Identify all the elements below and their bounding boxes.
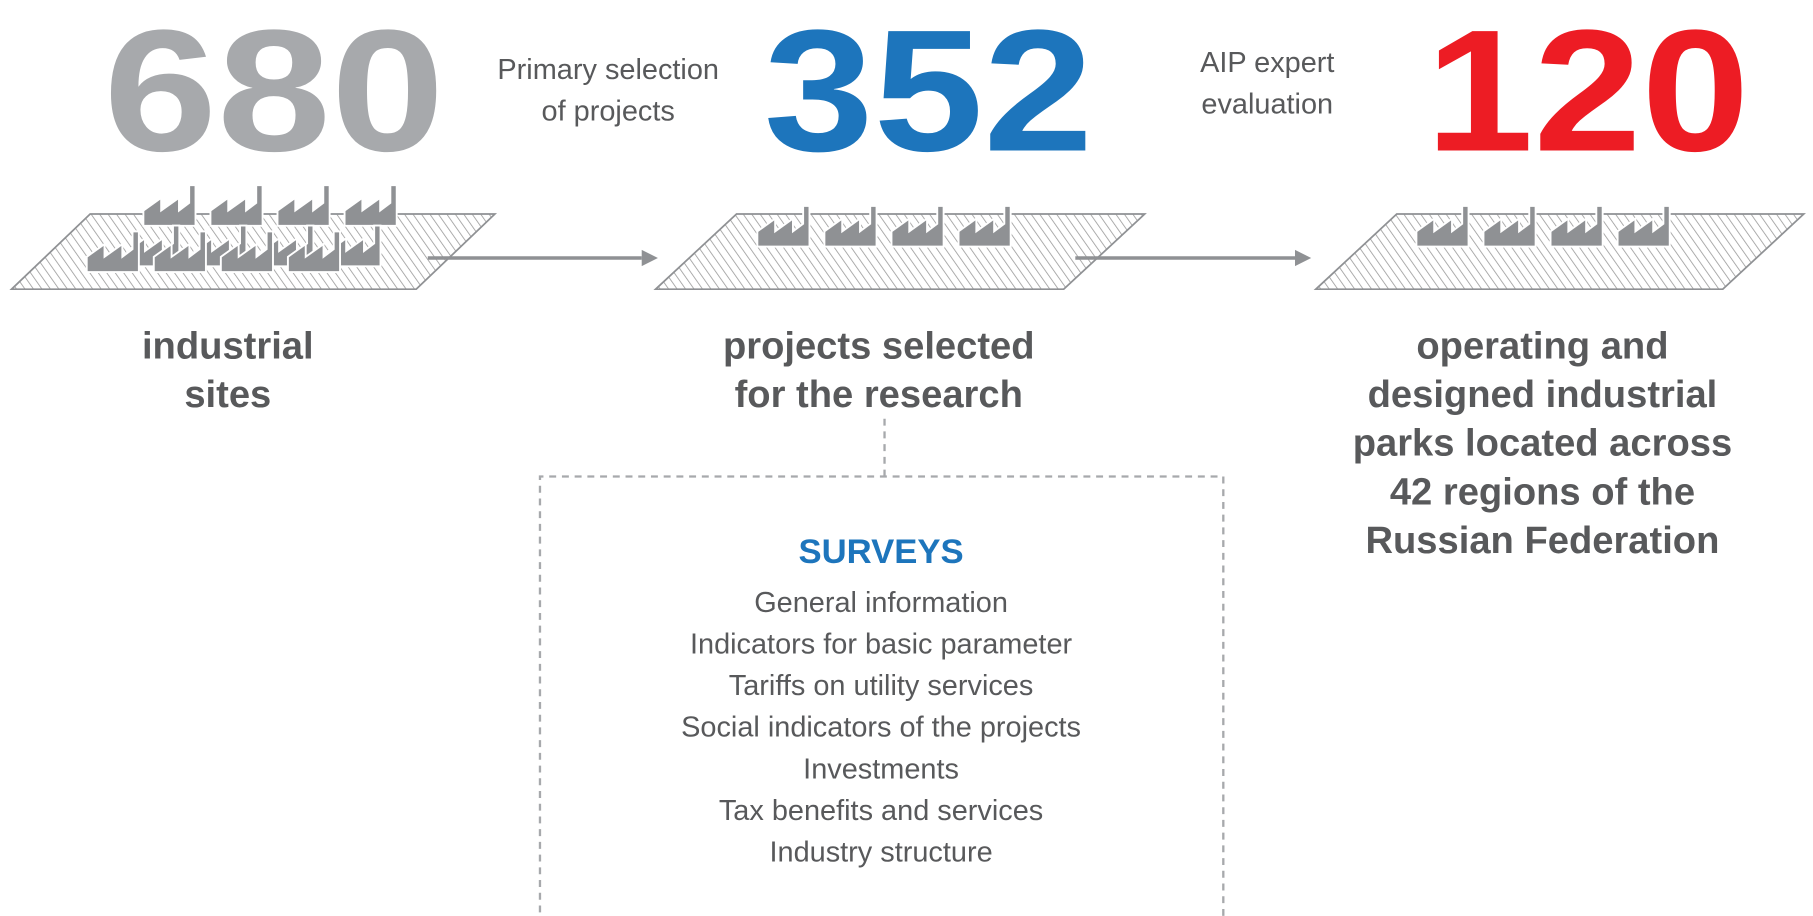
stage-description: for the research [735, 373, 1023, 416]
diagram: SURVEYS 680 industrial sites 352 projects se… [0, 0, 1813, 916]
survey-item: Indicators for basic parameter [690, 628, 1073, 660]
stage-description: Russian Federation [1365, 519, 1719, 562]
stage-number: 680 [103, 0, 444, 187]
survey-item: Industry structure [769, 837, 992, 869]
survey-item: General information [754, 587, 1008, 619]
factory-icon [1618, 206, 1670, 247]
stage-description: operating and [1416, 325, 1668, 368]
surveys-title: SURVEYS [799, 533, 964, 571]
survey-item: Social indicators of the projects [681, 712, 1081, 744]
survey-item: Tariffs on utility services [729, 670, 1034, 702]
factory-icon [1551, 206, 1603, 247]
stage-description: sites [184, 373, 271, 416]
arrow-head [642, 250, 658, 266]
stage-number: 120 [1426, 0, 1750, 187]
stage-description: designed industrial [1368, 373, 1718, 416]
factory-icon [959, 206, 1011, 247]
factory-icon [891, 206, 943, 247]
survey-item: Investments [803, 753, 959, 785]
factory-icon [143, 185, 195, 226]
stage-description: projects selected [723, 325, 1035, 368]
survey-item: Tax benefits and services [719, 795, 1043, 827]
transition-label: Primary selection [497, 54, 719, 86]
factory-icon [1416, 206, 1468, 247]
transition-label: of projects [542, 95, 675, 127]
factory-icon [345, 185, 397, 226]
stage-description: parks located across [1353, 422, 1732, 465]
arrow-head [1295, 250, 1311, 266]
stage-description: industrial [142, 325, 314, 368]
transition-label: AIP expert [1200, 47, 1334, 79]
stage-number: 352 [764, 0, 1094, 187]
factory-icon [278, 185, 330, 226]
stage-description: 42 regions of the [1390, 470, 1695, 513]
page: {"stages": [ {"number": "680", "color": … [0, 0, 1813, 916]
factory-icon [1483, 206, 1535, 247]
factory-icon [210, 185, 262, 226]
factory-icon [757, 206, 809, 247]
factory-icon [824, 206, 876, 247]
transition-label: evaluation [1201, 88, 1333, 120]
